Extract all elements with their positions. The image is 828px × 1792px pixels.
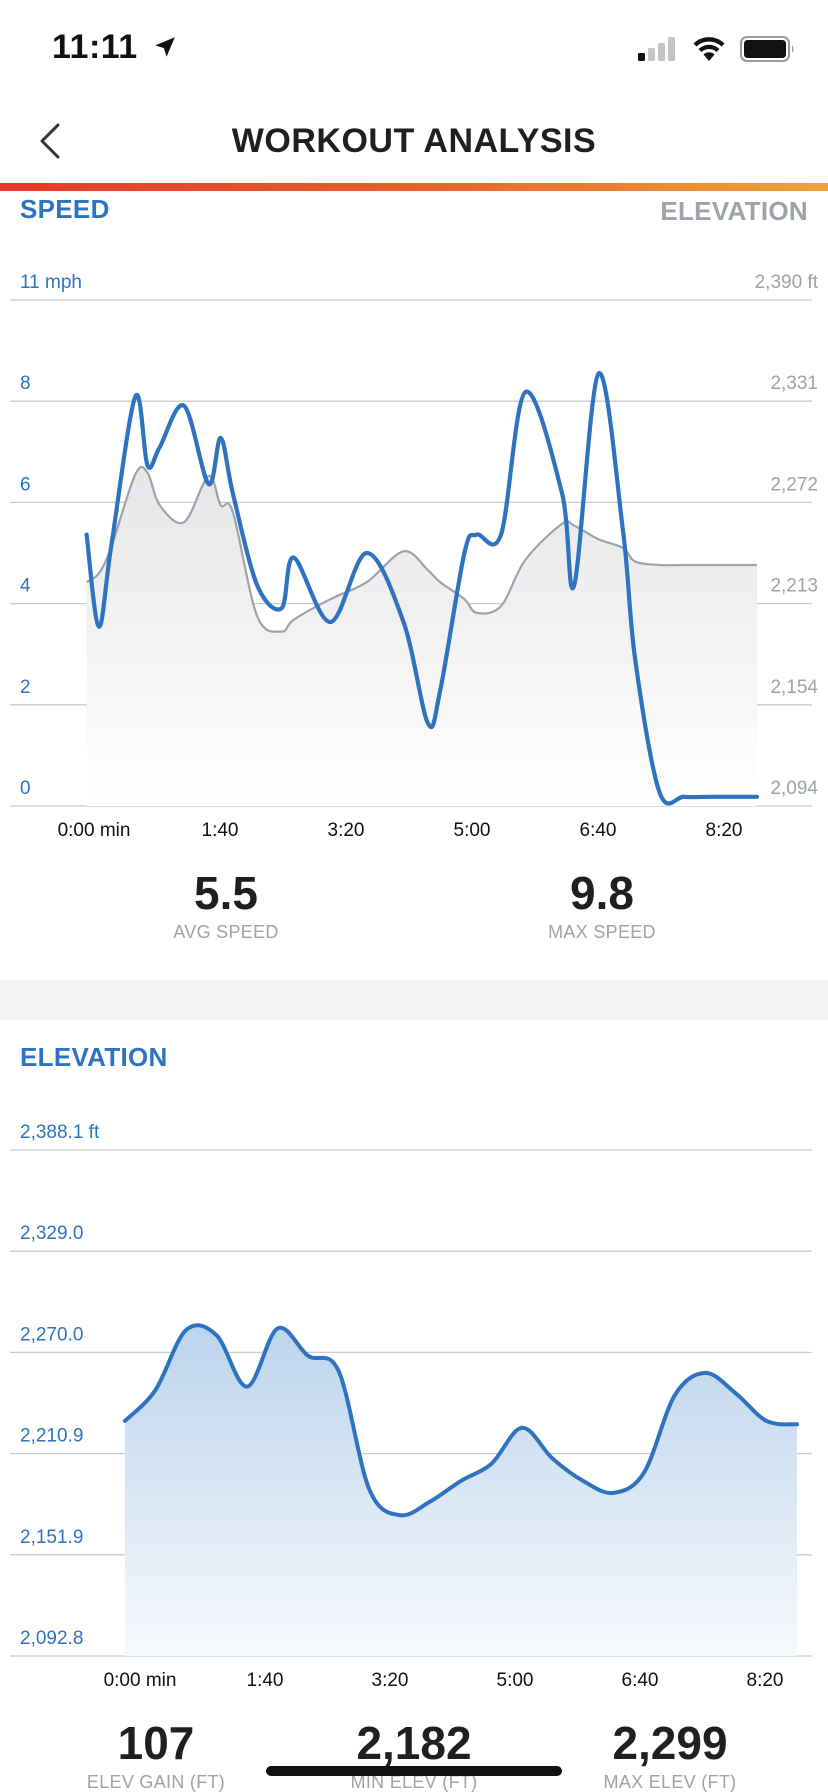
elevation-x-tick-label: 0:00 min <box>104 1670 177 1691</box>
elevation-y-tick-label: 2,094 <box>770 778 818 799</box>
speed-x-tick-label: 1:40 <box>202 820 239 841</box>
speed-x-tick-label: 0:00 min <box>58 820 131 841</box>
location-arrow-icon <box>154 37 175 57</box>
max-elev-value: 2,299 <box>612 1717 728 1769</box>
elevation-x-tick-label: 3:20 <box>372 1670 409 1691</box>
max-elev-stat: 2,299 MAX ELEV (FT) <box>570 1716 770 1792</box>
speed-y-tick-label: 2 <box>20 677 31 698</box>
chevron-left-icon <box>40 123 60 159</box>
min-elev-label: MIN ELEV (FT) <box>350 1772 478 1792</box>
speed-chart: 11 mph 8 6 4 2 0 2,390 ft 2,331 2,272 2,213 2,154… <box>10 272 819 841</box>
elevation-y-tick-label: 2,272 <box>770 474 818 495</box>
elevation-y-tick-label: 2,092.8 <box>20 1628 83 1649</box>
elev-gain-value: 107 <box>117 1717 195 1769</box>
elev-gain-label: ELEV GAIN (FT) <box>86 1772 226 1792</box>
wifi-icon <box>693 37 725 61</box>
max-speed-stat: 9.8 MAX SPEED <box>502 866 702 943</box>
speed-elevation-line <box>85 465 757 633</box>
status-icons <box>638 36 796 62</box>
elev-gain-stat: 107 ELEV GAIN (FT) <box>56 1716 256 1792</box>
elevation-x-tick-label: 6:40 <box>622 1670 659 1691</box>
speed-y-tick-label: 8 <box>20 373 31 394</box>
speed-x-tick-label: 8:20 <box>706 820 743 841</box>
elevation-y-tick-label: 2,154 <box>770 677 818 698</box>
speed-x-tick-label: 3:20 <box>328 820 365 841</box>
speed-x-tick-label: 5:00 <box>454 820 491 841</box>
speed-x-tick-label: 6:40 <box>580 820 617 841</box>
speed-elevation-area <box>86 466 758 806</box>
min-elev-stat: 2,182 MIN ELEV (FT) <box>314 1716 514 1792</box>
elevation-line <box>122 1323 799 1518</box>
max-speed-label: MAX SPEED <box>548 922 656 942</box>
elevation-section-label: ELEVATION <box>20 1042 168 1072</box>
elevation-y-tick-label: 2,151.9 <box>20 1527 83 1548</box>
cellular-signal-icon <box>638 37 675 61</box>
elevation-y-tick-label: 2,331 <box>770 373 818 394</box>
elevation-y-tick-label: 2,210.9 <box>20 1426 83 1447</box>
speed-y-tick-label: 0 <box>20 778 31 799</box>
status-time: 11:11 <box>52 28 178 67</box>
elevation-x-tick-label: 5:00 <box>497 1670 534 1691</box>
elevation-y-tick-label: 2,329.0 <box>20 1223 83 1244</box>
elevation-x-tick-label: 1:40 <box>247 1670 284 1691</box>
speed-section-label: SPEED <box>20 194 110 224</box>
status-bar: 11:11 <box>0 0 828 100</box>
min-elev-value: 2,182 <box>356 1717 472 1769</box>
home-indicator <box>266 1766 562 1776</box>
speed-line <box>84 371 760 806</box>
nav-bar: WORKOUT ANALYSIS <box>0 100 828 188</box>
section-divider <box>0 980 828 1020</box>
elevation-y-tick-label: 2,390 ft <box>755 272 819 293</box>
max-elev-label: MAX ELEV (FT) <box>603 1772 737 1792</box>
avg-speed-value: 5.5 <box>194 867 258 919</box>
speed-y-tick-label: 6 <box>20 474 31 495</box>
elevation-y-tick-label: 2,388.1 ft <box>20 1122 100 1143</box>
avg-speed-label: AVG SPEED <box>173 922 279 942</box>
speed-y-tick-label: 11 mph <box>20 272 82 293</box>
elevation-x-tick-label: 8:20 <box>747 1670 784 1691</box>
back-button[interactable] <box>28 116 72 166</box>
battery-icon <box>740 36 794 62</box>
page-title: WORKOUT ANALYSIS <box>231 122 597 160</box>
elevation-chart: 2,388.1 ft 2,329.0 2,270.0 2,210.9 2,151.9 2,… <box>10 1122 812 1691</box>
speed-y-tick-label: 4 <box>20 576 31 597</box>
elevation-y-tick-label: 2,213 <box>770 576 818 597</box>
elevation-y-tick-label: 2,270.0 <box>20 1324 83 1345</box>
status-time-text: 11:11 <box>52 28 138 66</box>
max-speed-value: 9.8 <box>570 867 634 919</box>
elevation-area <box>124 1325 797 1656</box>
elevation-overlay-label: ELEVATION <box>660 196 808 226</box>
avg-speed-stat: 5.5 AVG SPEED <box>126 866 326 943</box>
header-gradient-bar <box>0 183 828 191</box>
